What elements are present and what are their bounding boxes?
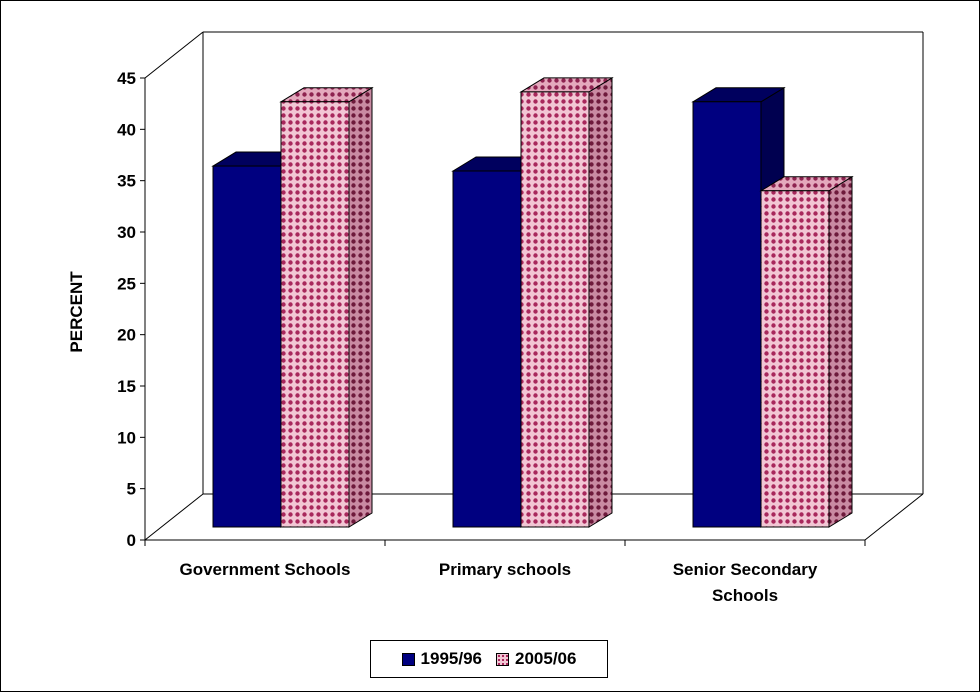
- y-tick-label: 35: [117, 172, 136, 191]
- x-category-label: Primary schools: [439, 560, 571, 579]
- bar-side: [588, 76, 613, 528]
- legend-label-2005-06: 2005/06: [515, 649, 577, 668]
- y-axis-title: PERCENT: [67, 271, 86, 353]
- bar: [279, 86, 374, 528]
- bar: [759, 175, 854, 528]
- legend-item-2005-06: 2005/06: [496, 649, 576, 669]
- floor-right-edge: [864, 493, 924, 541]
- legend-label-1995-96: 1995/96: [420, 649, 482, 668]
- y-tick-label: 15: [117, 377, 136, 396]
- bar-front: [520, 91, 590, 528]
- y-tick-label: 25: [117, 274, 136, 293]
- x-axis: Government Schools Primary schools Senior …: [144, 539, 866, 605]
- bar-side: [828, 175, 853, 528]
- bar-side: [348, 86, 373, 528]
- bar-front: [760, 190, 830, 528]
- y-tick-label: 45: [117, 69, 136, 88]
- bar-front: [452, 170, 522, 528]
- y-tick-label: 20: [117, 326, 136, 345]
- y-tick-label: 10: [117, 428, 136, 447]
- bar-front: [280, 101, 350, 528]
- chart-walls: [144, 31, 924, 541]
- legend-swatch-1995-96: [401, 652, 415, 666]
- y-tick-label: 40: [117, 120, 136, 139]
- x-category-label: Government Schools: [180, 560, 351, 579]
- bar-front: [692, 101, 762, 528]
- x-category-label: Senior Secondary: [673, 560, 818, 579]
- legend-item-1995-96: 1995/96: [401, 649, 482, 669]
- x-category-label: Schools: [712, 586, 778, 605]
- left-wall-top-edge: [144, 31, 204, 79]
- bar: [519, 76, 614, 528]
- y-tick-label: 5: [127, 480, 136, 499]
- floor-left-edge: [144, 493, 204, 541]
- y-tick-label: 0: [127, 531, 136, 550]
- bar-front: [212, 165, 282, 528]
- bars: [211, 76, 854, 528]
- y-tick-label: 30: [117, 223, 136, 242]
- y-axis: 0 5 10 15 20 25 30 35 40 45: [117, 69, 146, 550]
- legend-swatch-2005-06: [496, 652, 509, 666]
- legend: 1995/96 2005/06: [370, 640, 608, 678]
